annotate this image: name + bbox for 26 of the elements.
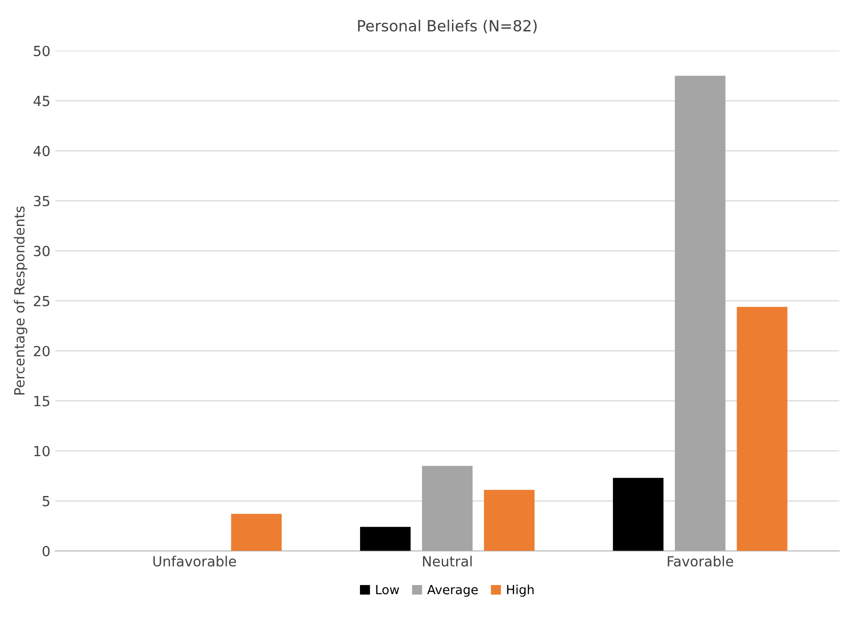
y-tick-label: 20 xyxy=(34,346,50,356)
y-tick-label: 5 xyxy=(42,496,50,506)
bar xyxy=(360,526,411,551)
y-tick-label: 30 xyxy=(34,246,50,256)
x-tick-label: Favorable xyxy=(668,556,734,567)
bar xyxy=(484,490,535,551)
legend-label: Average xyxy=(427,585,478,597)
bar xyxy=(231,514,282,551)
legend-label: High xyxy=(507,584,534,597)
y-axis-title: Percentage of Respondents xyxy=(14,206,28,395)
y-tick-label: 40 xyxy=(34,146,50,156)
x-tick-label: Neutral xyxy=(423,556,472,567)
y-tick-label: 15 xyxy=(34,396,50,406)
y-tick-label: 0 xyxy=(42,546,50,556)
x-tick-label: Unfavorable xyxy=(153,556,236,567)
y-tick-label: 25 xyxy=(34,296,50,306)
bar xyxy=(612,478,664,551)
bar xyxy=(736,306,788,551)
bar xyxy=(422,466,473,551)
legend-label: Low xyxy=(376,585,400,594)
chart-title: Personal Beliefs (N=82) xyxy=(358,20,537,34)
y-tick-label: 45 xyxy=(34,96,50,106)
y-tick-label: 10 xyxy=(34,446,50,456)
y-tick-label: 50 xyxy=(34,46,50,56)
bar xyxy=(674,76,726,551)
y-tick-label: 35 xyxy=(34,196,50,206)
